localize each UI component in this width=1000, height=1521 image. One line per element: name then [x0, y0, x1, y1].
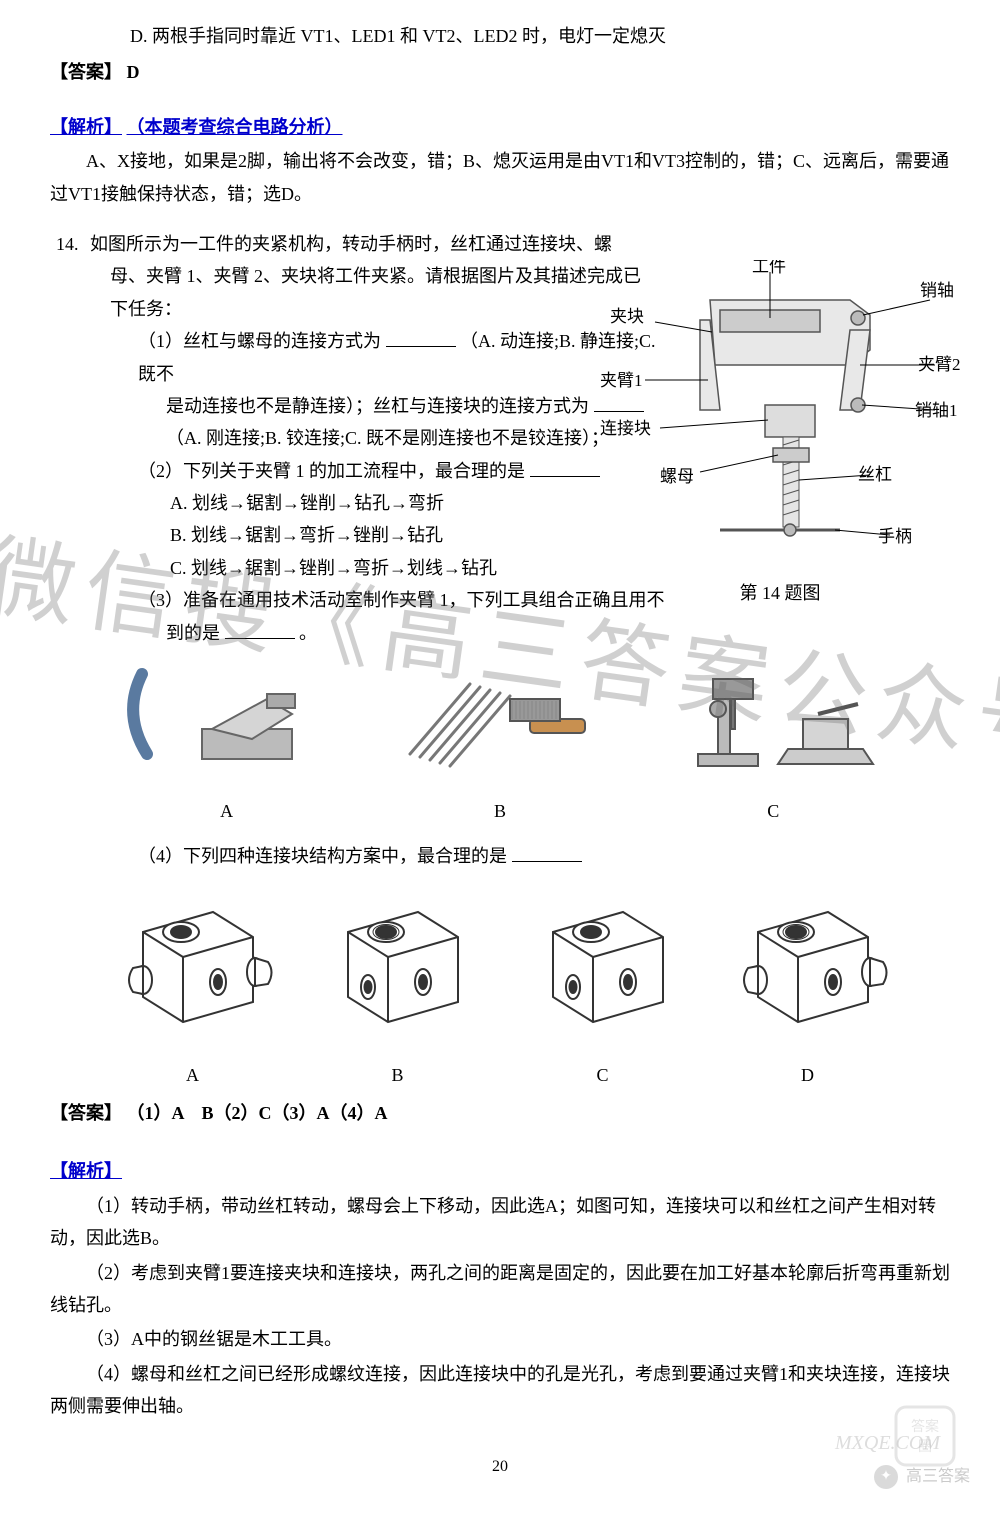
lbl-jiabi1: 夹臂1	[600, 371, 643, 390]
explain2-p1: （1）转动手柄，带动丝杠转动，螺母会上下移动，因此选A；如图可知，连接块可以和丝…	[50, 1190, 950, 1255]
q14-p2: （2）下列关于夹臂 1 的加工流程中，最合理的是	[138, 461, 525, 481]
tool-option-a: A	[117, 659, 337, 828]
q14-p4-text: （4）下列四种连接块结构方案中，最合理的是	[138, 846, 507, 866]
q14-part3a: （3）准备在通用技术活动室制作夹臂 1，下列工具组合正确且用不	[110, 584, 670, 616]
q14-part4: （4）下列四种连接块结构方案中，最合理的是	[50, 840, 950, 872]
q14-p1d: （A. 刚连接;B. 铰连接;C. 既不是刚连接也不是铰连接）；	[110, 422, 670, 454]
blank-3	[530, 457, 600, 477]
block-c-label: C	[513, 1059, 693, 1091]
answer-block-2: 【答案】 （1）A B（2）C（3）A（4）A	[50, 1097, 950, 1129]
explain2-heading: 【解析】	[50, 1155, 950, 1187]
tool-options-row: A B	[90, 659, 910, 828]
lbl-lianjiekuai: 连接块	[600, 419, 651, 438]
answer-block-1: 【答案】 D	[50, 56, 950, 88]
blank-4	[225, 619, 295, 639]
tool-option-b: B	[390, 659, 610, 828]
block-d-label: D	[718, 1059, 898, 1091]
lbl-jiabi2: 夹臂2	[918, 355, 960, 374]
block-options-row: A B	[90, 882, 910, 1091]
q14-p2c: C. 划线→锯割→锉削→弯折→划线→钻孔	[110, 552, 670, 584]
tool-c-label: C	[663, 795, 883, 827]
lbl-xiaozhou1: 销轴1	[915, 401, 958, 420]
explain-heading-row: 【解析】 （本题考查综合电路分析）	[50, 111, 950, 143]
answer-label: 【答案】	[50, 62, 122, 82]
explain2-p2: （2）考虑到夹臂1要连接夹块和连接块，两孔之间的距离是固定的，因此要在加工好基本…	[50, 1257, 950, 1322]
q14-part3b: 到的是 。	[110, 617, 670, 649]
explain2-label: 【解析】	[50, 1161, 122, 1181]
q14-p1a: （1）丝杠与螺母的连接方式为	[138, 331, 381, 351]
tool-a-label: A	[117, 795, 337, 827]
q14-p2b: B. 划线→锯割→弯折→锉削→钻孔	[110, 519, 670, 551]
figure-14-caption: 第 14 题图	[590, 577, 970, 609]
block-option-d: D	[718, 882, 898, 1091]
lbl-luomu: 螺母	[660, 467, 694, 486]
block-option-c: C	[513, 882, 693, 1091]
block-a-label: A	[103, 1059, 283, 1091]
q14-p3c: 。	[299, 623, 317, 643]
q14-p3b-text: 到的是	[166, 623, 220, 643]
q13-option-d: D. 两根手指同时靠近 VT1、LED1 和 VT2、LED2 时，电灯一定熄灭	[50, 20, 950, 52]
q14-part2: （2）下列关于夹臂 1 的加工流程中，最合理的是	[110, 455, 670, 487]
lbl-sigang: 丝杠	[858, 465, 892, 484]
question-14: 14. 如图所示为一工件的夹紧机构，转动手柄时，丝杠通过连接块、螺 母、夹臂 1…	[50, 228, 950, 649]
explain-label: 【解析】	[50, 117, 122, 137]
lbl-gongjian: 工件	[752, 260, 786, 276]
explain-topic: （本题考查综合电路分析）	[127, 117, 343, 137]
explain2-p4: （4）螺母和丝杠之间已经形成螺纹连接，因此连接块中的孔是光孔，考虑到要通过夹臂1…	[50, 1358, 950, 1423]
block-option-a: A	[103, 882, 283, 1091]
figure-14-svg: 工件 夹块 夹臂1 连接块 螺母 销轴 夹臂2 销轴1 丝杠 手柄	[600, 260, 960, 570]
answer2-label: 【答案】	[50, 1103, 122, 1123]
page-number: 20	[50, 1453, 950, 1482]
tool-option-c: C	[663, 659, 883, 828]
explain-body: A、X接地，如果是2脚，输出将不会改变，错；B、熄灭运用是由VT1和VT3控制的…	[50, 145, 950, 210]
lbl-xiaozhou: 销轴	[920, 281, 954, 300]
lbl-jiakuai: 夹块	[610, 307, 644, 326]
blank-5	[512, 842, 582, 862]
block-option-b: B	[308, 882, 488, 1091]
q14-stem-line3: 下任务：	[110, 293, 670, 325]
q14-stem-line1: 如图所示为一工件的夹紧机构，转动手柄时，丝杠通过连接块、螺	[90, 228, 650, 260]
figure-14: 工件 夹块 夹臂1 连接块 螺母 销轴 夹臂2 销轴1 丝杠 手柄 第 14 题…	[590, 260, 970, 609]
q14-stem-line2: 母、夹臂 1、夹臂 2、夹块将工件夹紧。请根据图片及其描述完成已	[110, 260, 670, 292]
q14-p1c: 是动连接也不是静连接）；丝杠与连接块的连接方式为	[166, 396, 589, 416]
blank-1	[386, 327, 456, 347]
block-b-label: B	[308, 1059, 488, 1091]
q14-p1-line2: 是动连接也不是静连接）；丝杠与连接块的连接方式为	[110, 390, 670, 422]
q14-number: 14.	[50, 228, 90, 260]
answer-value: D	[127, 62, 140, 82]
q14-stem: 如图所示为一工件的夹紧机构，转动手柄时，丝杠通过连接块、螺	[90, 228, 650, 260]
explain2-p3: （3）A中的钢丝锯是木工工具。	[50, 1323, 950, 1355]
lbl-shoubing: 手柄	[878, 527, 912, 546]
answer2-value: （1）A B（2）C（3）A（4）A	[127, 1103, 388, 1123]
q14-p2a: A. 划线→锯割→锉削→钻孔→弯折	[110, 487, 670, 519]
q14-part1: （1）丝杠与螺母的连接方式为 （A. 动连接;B. 静连接;C. 既不	[110, 325, 670, 390]
tool-b-label: B	[390, 795, 610, 827]
